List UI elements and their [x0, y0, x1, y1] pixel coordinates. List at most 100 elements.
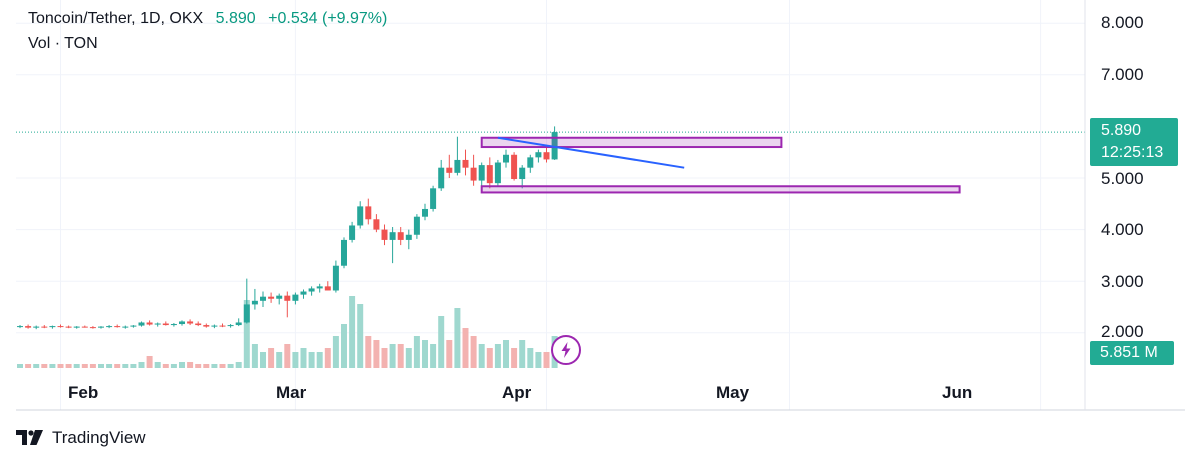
candle-body [551, 132, 558, 160]
volume-bar [324, 348, 331, 368]
candle-body [41, 326, 48, 328]
volume-bar [106, 364, 113, 368]
candle-body [146, 322, 153, 325]
trend-line-drawing [497, 136, 685, 169]
volume-bar [373, 340, 380, 368]
candle-body [227, 325, 234, 327]
volume-bar [349, 296, 356, 368]
volume-bar [478, 344, 485, 368]
volume-bar [179, 362, 185, 368]
candle-body [211, 325, 218, 327]
volume-bar [57, 364, 64, 368]
candle-body [260, 296, 266, 301]
volume-bar [397, 344, 404, 368]
candle-body [33, 326, 40, 328]
candle-body [25, 326, 32, 328]
candle-body [543, 152, 550, 160]
candle-body [162, 323, 169, 326]
candle-body [276, 295, 283, 299]
volume-bar [73, 364, 80, 368]
volume-bar [543, 352, 550, 368]
volume-legend[interactable]: Vol · TON [28, 35, 98, 52]
candle-body [130, 325, 137, 327]
volume-bar [251, 344, 258, 368]
volume-bar [98, 364, 104, 368]
volume-bar [276, 352, 283, 368]
candle-body [357, 206, 364, 226]
volume-bar [33, 364, 40, 368]
volume-bar [195, 364, 202, 368]
candle-body [98, 326, 104, 328]
volume-tag-value: 5.851 M [1100, 344, 1158, 361]
candle-body [478, 165, 485, 181]
time-tick-jun: Jun [942, 383, 973, 402]
volume-bar [332, 336, 339, 368]
candle-body [503, 154, 509, 163]
candle-body [292, 294, 299, 301]
volume-bar [535, 352, 542, 368]
volume-tag: 5.851 M [1090, 341, 1174, 365]
candle-body [268, 296, 275, 299]
volume-bar [446, 340, 453, 368]
candle-body [106, 326, 113, 328]
volume-bar [49, 364, 56, 368]
candle-body [373, 219, 380, 230]
volume-bar [389, 344, 396, 368]
candle-body [494, 162, 501, 184]
volume-bar [243, 300, 250, 368]
volume-bar [381, 348, 388, 368]
candle-body [65, 326, 72, 328]
drawings[interactable] [480, 136, 961, 194]
candle-body [324, 286, 331, 291]
candle-body [519, 167, 526, 180]
volume-bar [203, 364, 210, 368]
candle-body [454, 159, 461, 173]
candle-body [89, 327, 96, 329]
volume-bar [227, 364, 234, 368]
candle-body [17, 326, 23, 328]
volume-bar [154, 362, 161, 368]
volume-bar [511, 348, 518, 368]
volume-bar [211, 364, 218, 368]
time-tick-mar: Mar [276, 383, 307, 402]
candle-body [122, 326, 129, 328]
volume-bar [405, 348, 412, 368]
volume-bar [308, 352, 315, 368]
candle-body [138, 322, 145, 326]
volume-bar [65, 364, 72, 368]
price-tick-5: 5.000 [1101, 169, 1144, 188]
volume-bar [486, 348, 493, 368]
candle-body [203, 325, 210, 327]
volume-bar [170, 364, 177, 368]
rectangle-drawing [480, 185, 961, 194]
volume-bar [114, 364, 121, 368]
candle-body [251, 300, 258, 305]
candle-body [316, 286, 323, 289]
candle-body [535, 152, 542, 158]
volume-bar [357, 304, 364, 368]
candle-body [438, 167, 445, 189]
time-tick-apr: Apr [502, 383, 532, 402]
candle-body [422, 208, 428, 217]
volume-bar [430, 344, 437, 368]
candle-body [470, 167, 477, 181]
volume-bar [260, 352, 266, 368]
bar-countdown: 12:25:13 [1101, 144, 1164, 161]
symbol-label[interactable]: Toncoin/Tether, 1D, OKX [28, 10, 204, 27]
footer: TradingView [16, 428, 146, 448]
volume-bar [503, 340, 509, 368]
volume-bar [219, 364, 226, 368]
candle-body [308, 288, 315, 292]
brand-label[interactable]: TradingView [52, 428, 146, 447]
candle-body [462, 159, 469, 168]
candle-body [405, 234, 412, 240]
lightning-icon[interactable] [551, 335, 581, 365]
volume-bars [17, 296, 558, 368]
volume-bar [413, 336, 420, 368]
volume-bar [41, 364, 48, 368]
candle-body [332, 265, 339, 291]
price-tick-4: 4.000 [1101, 220, 1144, 239]
volume-bar [235, 362, 242, 368]
time-tick-feb: Feb [68, 383, 99, 402]
